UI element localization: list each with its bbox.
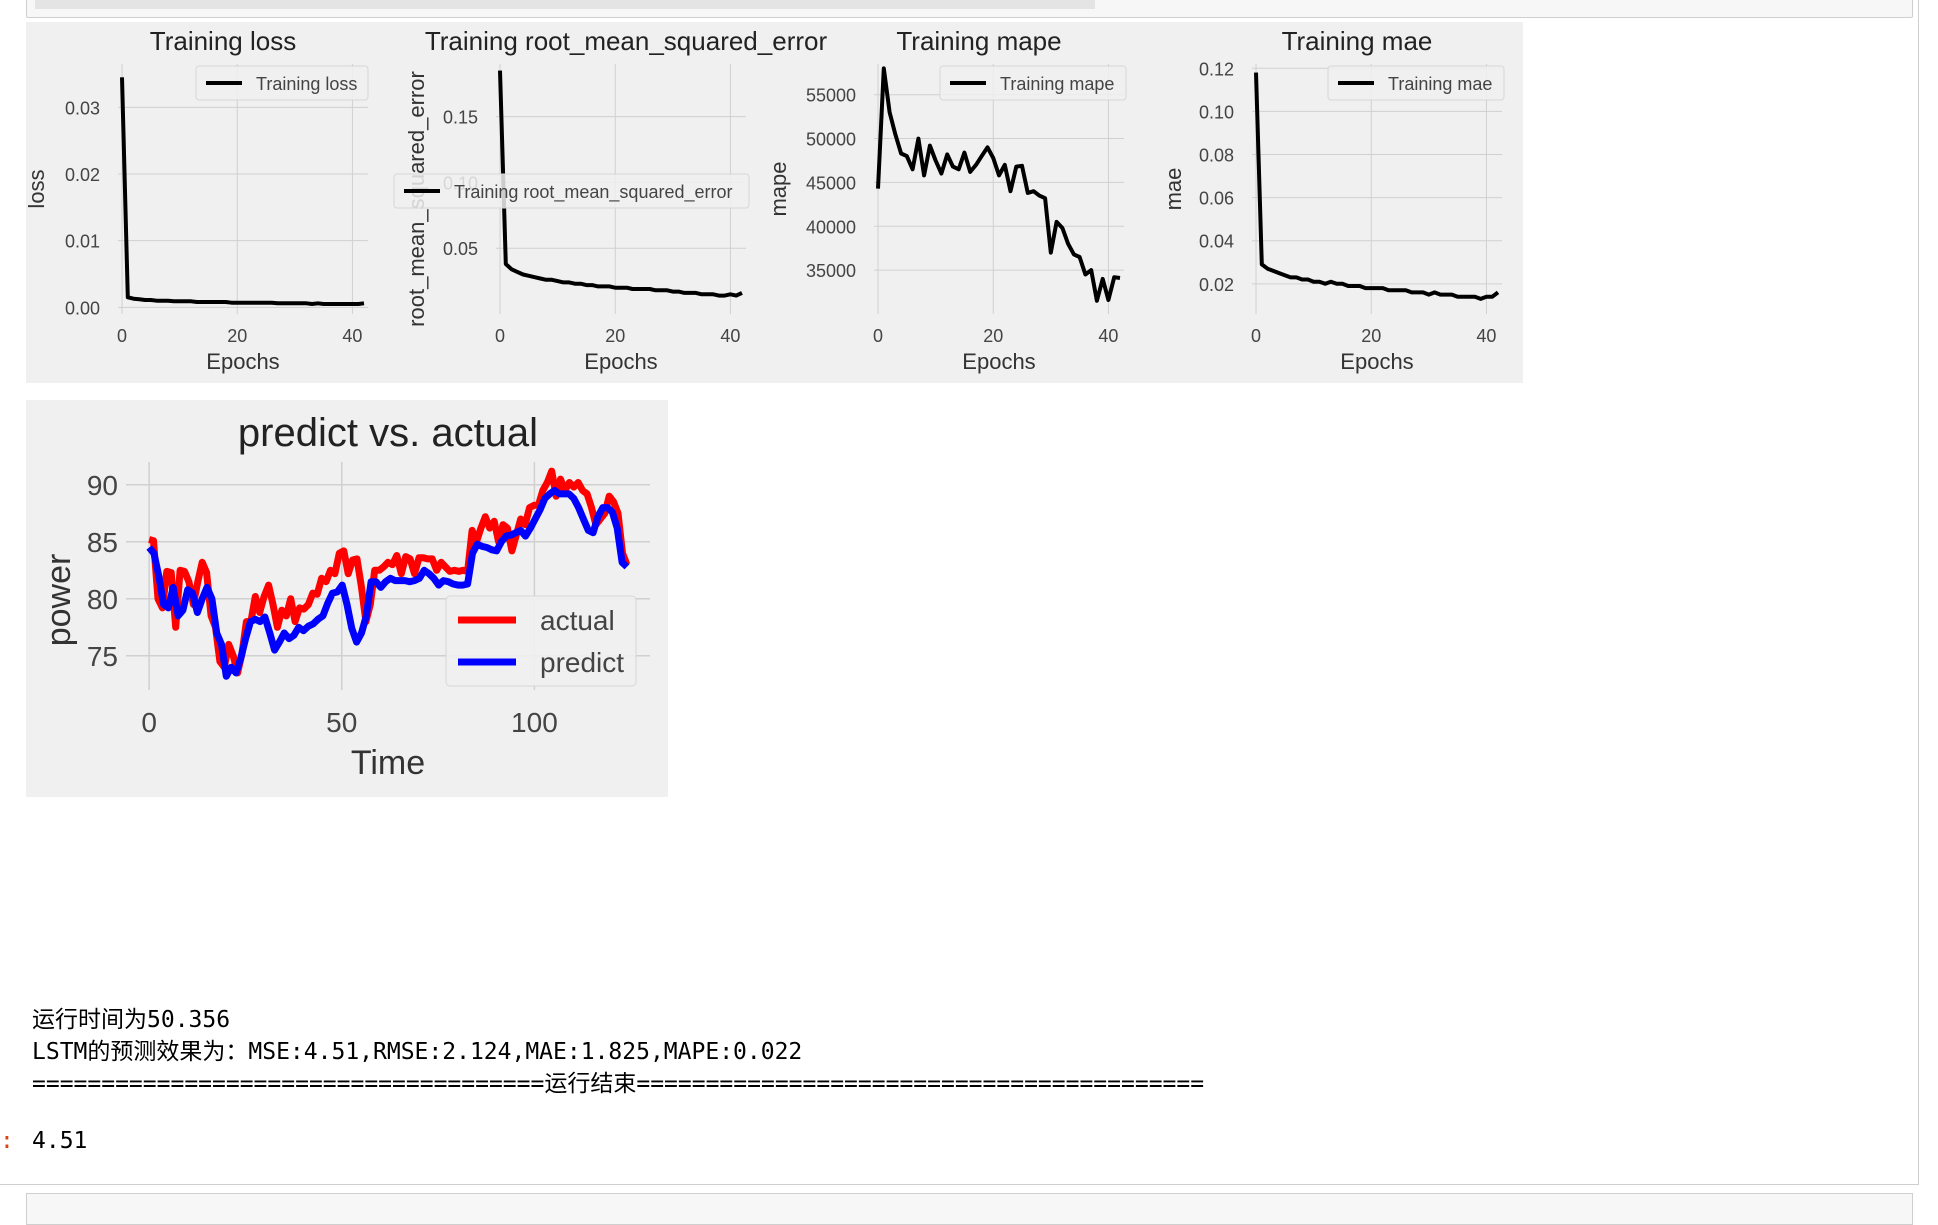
predict-vs-actual-chart: predict vs. actual 75 80 85 90 0 50 100 Time powe… [40, 411, 650, 782]
y-tick-label: 45000 [806, 173, 856, 193]
x-tick-label: 20 [227, 326, 247, 346]
training-history-plots: Training loss 0.00 0.01 0.02 0.03 0 20 40 Epochs… [26, 26, 1505, 374]
series-line-actual [148, 467, 631, 677]
y-tick-label: 0.06 [1199, 189, 1234, 209]
x-tick-label: 40 [1098, 326, 1118, 346]
x-axis-label: Epochs [584, 349, 657, 374]
x-axis-label: Epochs [1340, 349, 1413, 374]
x-tick-label: 0 [141, 707, 157, 738]
y-tick-label: 75 [87, 641, 118, 672]
x-axis-label: Epochs [962, 349, 1035, 374]
legend-label: Training mae [1388, 74, 1492, 94]
next-code-cell[interactable] [26, 1193, 1913, 1225]
y-tick-label: 40000 [806, 217, 856, 237]
x-tick-label: 20 [1361, 326, 1381, 346]
x-axis-label: Time [351, 744, 425, 782]
y-tick-label: 0.08 [1199, 146, 1234, 166]
y-axis-label: power [40, 554, 78, 647]
y-axis-label: loss [26, 169, 49, 208]
legend-label: Training loss [256, 74, 357, 94]
x-tick-label: 40 [720, 326, 740, 346]
legend-label-actual: actual [540, 605, 615, 636]
x-tick-label: 20 [605, 326, 625, 346]
y-tick-label: 0.05 [443, 239, 478, 259]
y-tick-label: 35000 [806, 261, 856, 281]
legend-box [1327, 65, 1505, 101]
series-line-predict [146, 487, 630, 680]
training-series-line [120, 77, 365, 306]
y-tick-label: 85 [87, 527, 118, 558]
cell-stdout: 运行时间为50.356 LSTM的预测效果为：MSE:4.51,RMSE:2.12… [32, 1004, 1204, 1100]
x-tick-label: 20 [983, 326, 1003, 346]
end-line: =====================================运行结… [32, 1071, 1205, 1097]
x-tick-label: 0 [117, 326, 127, 346]
y-tick-label: 0.10 [1199, 102, 1234, 122]
y-tick-label: 50000 [806, 130, 856, 150]
x-tick-label: 40 [342, 326, 362, 346]
legend-label: Training mape [1000, 74, 1114, 94]
cell-output-area [0, 0, 1919, 1185]
y-tick-label: 55000 [806, 86, 856, 106]
legend-label: Training root_mean_squared_error [454, 182, 733, 203]
legend-label-predict: predict [540, 647, 624, 678]
selected-code-fragment [35, 0, 1095, 9]
previous-code-cell[interactable] [26, 0, 1913, 18]
y-tick-label: 0.00 [65, 298, 100, 318]
x-tick-label: 0 [1251, 326, 1261, 346]
metrics-line: LSTM的预测效果为：MSE:4.51,RMSE:2.124,MAE:1.825… [32, 1039, 803, 1065]
y-axis-label: mape [766, 161, 791, 216]
x-tick-label: 0 [873, 326, 883, 346]
y-tick-label: 0.04 [1199, 232, 1234, 252]
y-tick-label: 0.02 [65, 165, 100, 185]
y-tick-label: 90 [87, 470, 118, 501]
output-value: 4.51 [32, 1128, 88, 1154]
training-series-line [1254, 72, 1500, 301]
training-history-figure: Training loss 0.00 0.01 0.02 0.03 0 20 40 Epochs… [26, 22, 1523, 383]
panel-title: Training loss [150, 26, 296, 56]
y-tick-label: 0.03 [65, 98, 100, 118]
y-tick-label: 0.02 [1199, 275, 1234, 295]
y-tick-label: 0.15 [443, 108, 478, 128]
output-prompt: : [0, 1128, 14, 1154]
x-axis-label: Epochs [206, 349, 279, 374]
y-tick-label: 0.01 [65, 232, 100, 252]
chart-title: predict vs. actual [238, 411, 538, 455]
y-tick-label: 0.12 [1199, 59, 1234, 79]
training-series-line [498, 70, 743, 298]
predict-vs-actual-figure: predict vs. actual 75 80 85 90 0 50 100 Time powe… [26, 400, 668, 797]
legend-box [393, 173, 750, 209]
panel-title: Training mae [1282, 26, 1433, 56]
legend-box [939, 65, 1127, 101]
y-axis-label: mae [1161, 168, 1186, 211]
panel-title: Training root_mean_squared_error [425, 26, 828, 56]
panel-title: Training mape [896, 26, 1061, 56]
x-tick-label: 50 [326, 707, 357, 738]
x-tick-label: 0 [495, 326, 505, 346]
x-tick-label: 40 [1476, 326, 1496, 346]
training-series-line [876, 66, 1121, 303]
y-tick-label: 80 [87, 584, 118, 615]
legend-box [195, 65, 369, 101]
runtime-line: 运行时间为50.356 [32, 1007, 231, 1033]
x-tick-label: 100 [511, 707, 558, 738]
